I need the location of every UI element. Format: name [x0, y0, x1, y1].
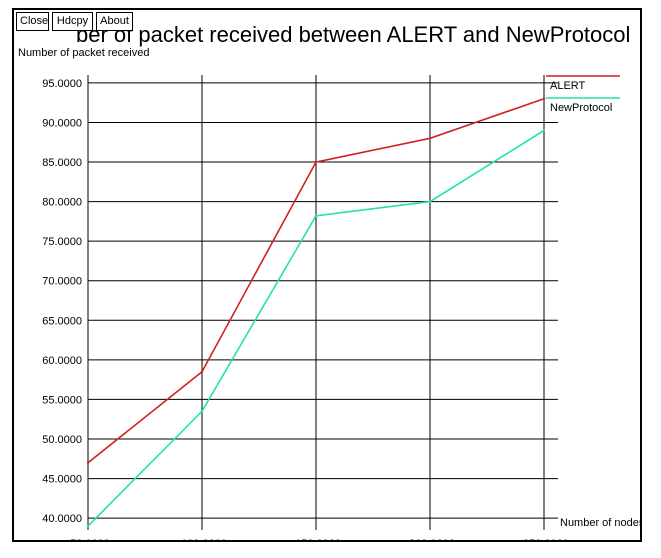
y-tick-label: 65.0000 [42, 315, 82, 327]
chart-title: ber of packet received between ALERT and… [76, 22, 631, 47]
x-tick-label: 100.0000 [181, 538, 227, 540]
x-tick-label: 250.0000 [523, 538, 569, 540]
chart-plot: 40.0000 45.0000 50.0000 55.0000 60.0000 65.00… [42, 75, 640, 540]
y-tick-label: 55.0000 [42, 394, 82, 406]
y-tick-label: 60.0000 [42, 355, 82, 367]
x-tick-label: 150.0000 [295, 538, 341, 540]
y-tick-label: 85.0000 [42, 157, 82, 169]
data-point [200, 370, 204, 373]
data-point [86, 461, 90, 464]
x-tick-label: 200.0000 [409, 538, 455, 540]
y-tick-label: 70.0000 [42, 276, 82, 288]
x-tick-label: 50.0000 [70, 538, 110, 540]
close-button[interactable]: Close [16, 12, 49, 31]
chart-window: 40.0000 45.0000 50.0000 55.0000 60.0000 65.00… [12, 8, 642, 542]
data-point [542, 97, 546, 100]
y-tick-label: 95.0000 [42, 78, 82, 90]
y-tick-label: 45.0000 [42, 474, 82, 486]
data-point [428, 137, 432, 140]
data-point [314, 160, 318, 164]
data-point [86, 524, 90, 528]
y-tick-label: 90.0000 [42, 117, 82, 129]
data-point [542, 129, 546, 132]
data-point [428, 200, 432, 203]
y-axis-label: Number of packet received [18, 47, 150, 59]
data-point [314, 214, 318, 218]
about-button[interactable]: About [96, 12, 133, 31]
x-axis-label: Number of nodes [560, 517, 640, 529]
hardcopy-button[interactable]: Hdcpy [52, 12, 93, 31]
y-tick-label: 75.0000 [42, 236, 82, 248]
y-tick-label: 40.0000 [42, 513, 82, 525]
legend-label: ALERT [550, 80, 586, 92]
y-tick-label: 50.0000 [42, 434, 82, 446]
legend-label: NewProtocol [550, 102, 612, 114]
y-tick-label: 80.0000 [42, 197, 82, 209]
data-point [200, 410, 204, 413]
